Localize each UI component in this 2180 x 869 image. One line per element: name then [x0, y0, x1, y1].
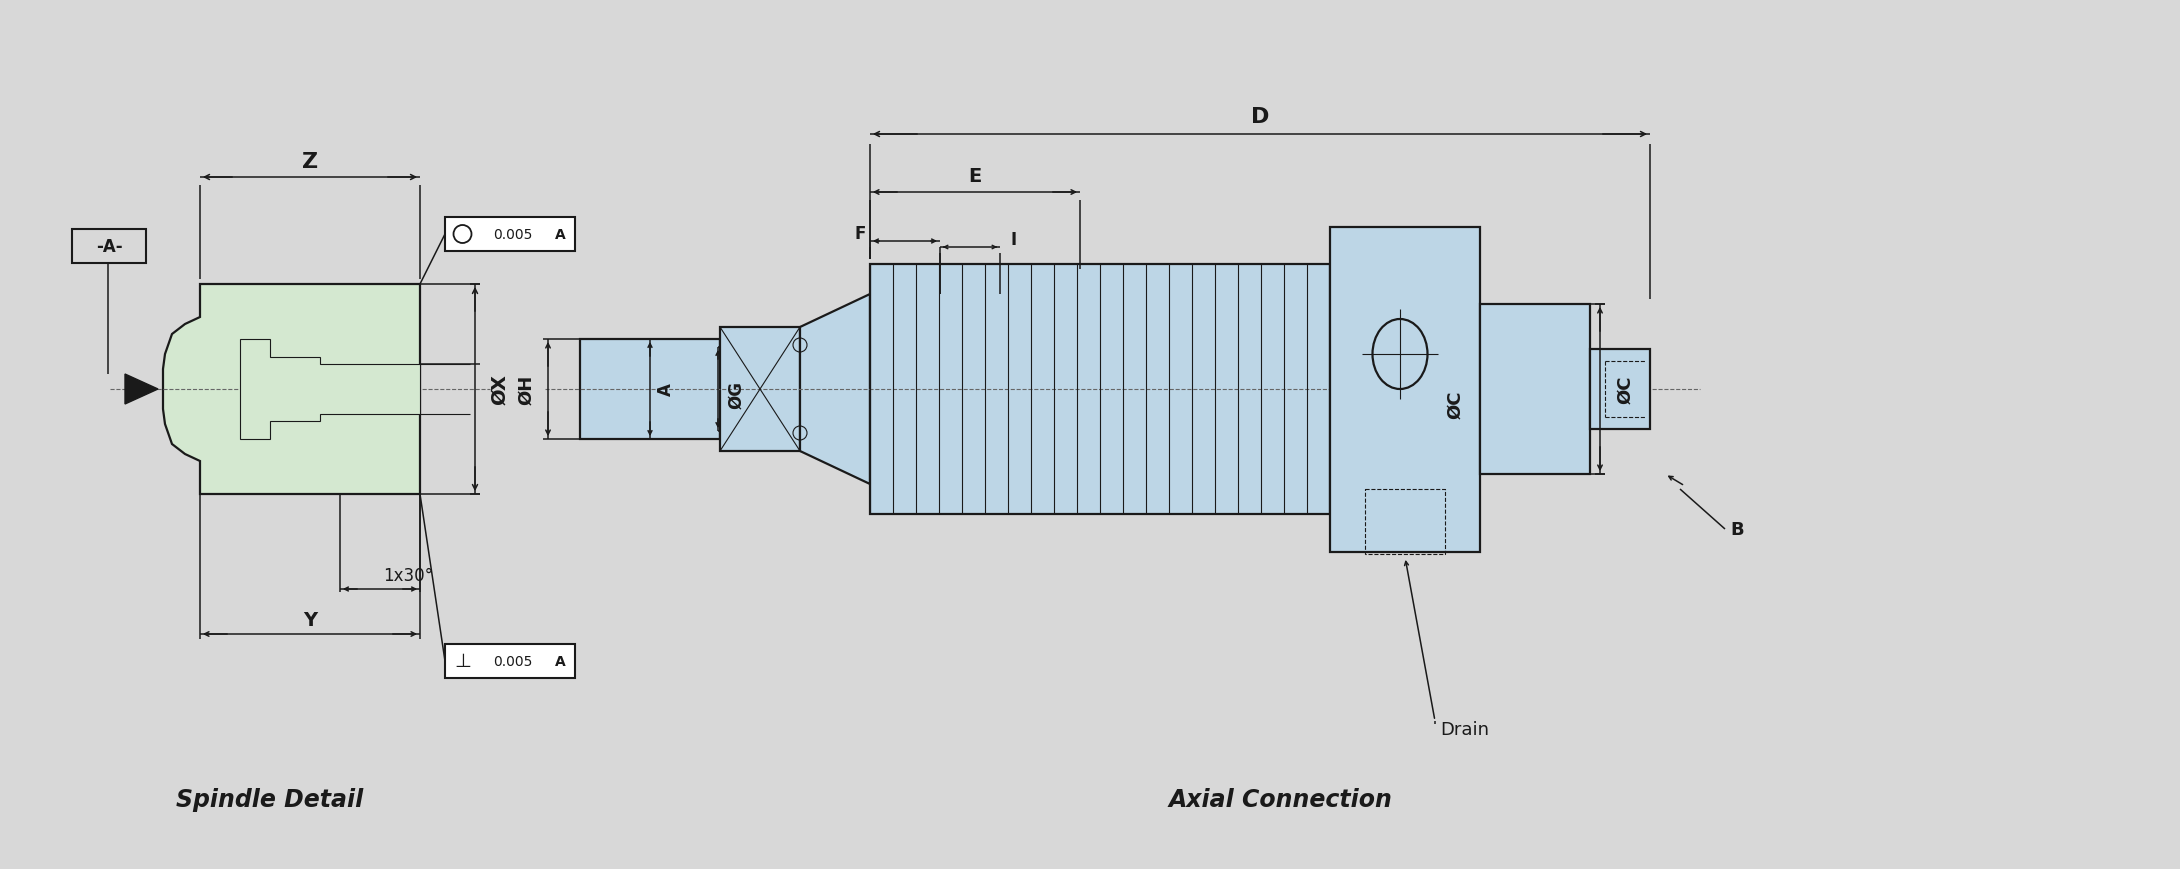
Polygon shape: [800, 295, 870, 484]
Polygon shape: [164, 285, 421, 494]
Text: Drain: Drain: [1441, 720, 1489, 738]
Text: -A-: -A-: [96, 238, 122, 255]
Bar: [445, 218, 576, 252]
Text: ØC: ØC: [1615, 375, 1635, 404]
Text: D: D: [1251, 107, 1269, 127]
Text: A: A: [554, 654, 565, 668]
Bar: [445, 644, 576, 678]
Text: A: A: [656, 383, 676, 396]
Text: Y: Y: [303, 611, 316, 630]
Bar: [1330, 228, 1480, 553]
Text: 0.005: 0.005: [493, 228, 532, 242]
Text: E: E: [968, 168, 981, 186]
Bar: [870, 265, 1330, 514]
Text: ⊥: ⊥: [453, 652, 471, 671]
Text: ØH: ØH: [517, 375, 534, 405]
Text: A: A: [554, 228, 565, 242]
Text: 1x30°: 1x30°: [384, 567, 434, 584]
Bar: [580, 340, 719, 440]
Text: 0.005: 0.005: [493, 654, 532, 668]
Text: ØC: ØC: [1445, 390, 1465, 419]
Text: Z: Z: [303, 152, 318, 172]
Bar: [1365, 489, 1445, 554]
Bar: [1589, 349, 1650, 429]
Text: Spindle Detail: Spindle Detail: [177, 787, 364, 811]
Bar: [719, 328, 800, 452]
Text: F: F: [855, 225, 865, 242]
Text: Axial Connection: Axial Connection: [1168, 787, 1393, 811]
Polygon shape: [124, 375, 157, 405]
Polygon shape: [240, 340, 421, 440]
Bar: [1480, 305, 1589, 474]
Text: ØG: ØG: [726, 381, 746, 408]
Bar: [72, 229, 146, 263]
Text: ØX: ØX: [490, 375, 510, 405]
Text: B: B: [1731, 521, 1744, 539]
Text: I: I: [1012, 231, 1018, 249]
